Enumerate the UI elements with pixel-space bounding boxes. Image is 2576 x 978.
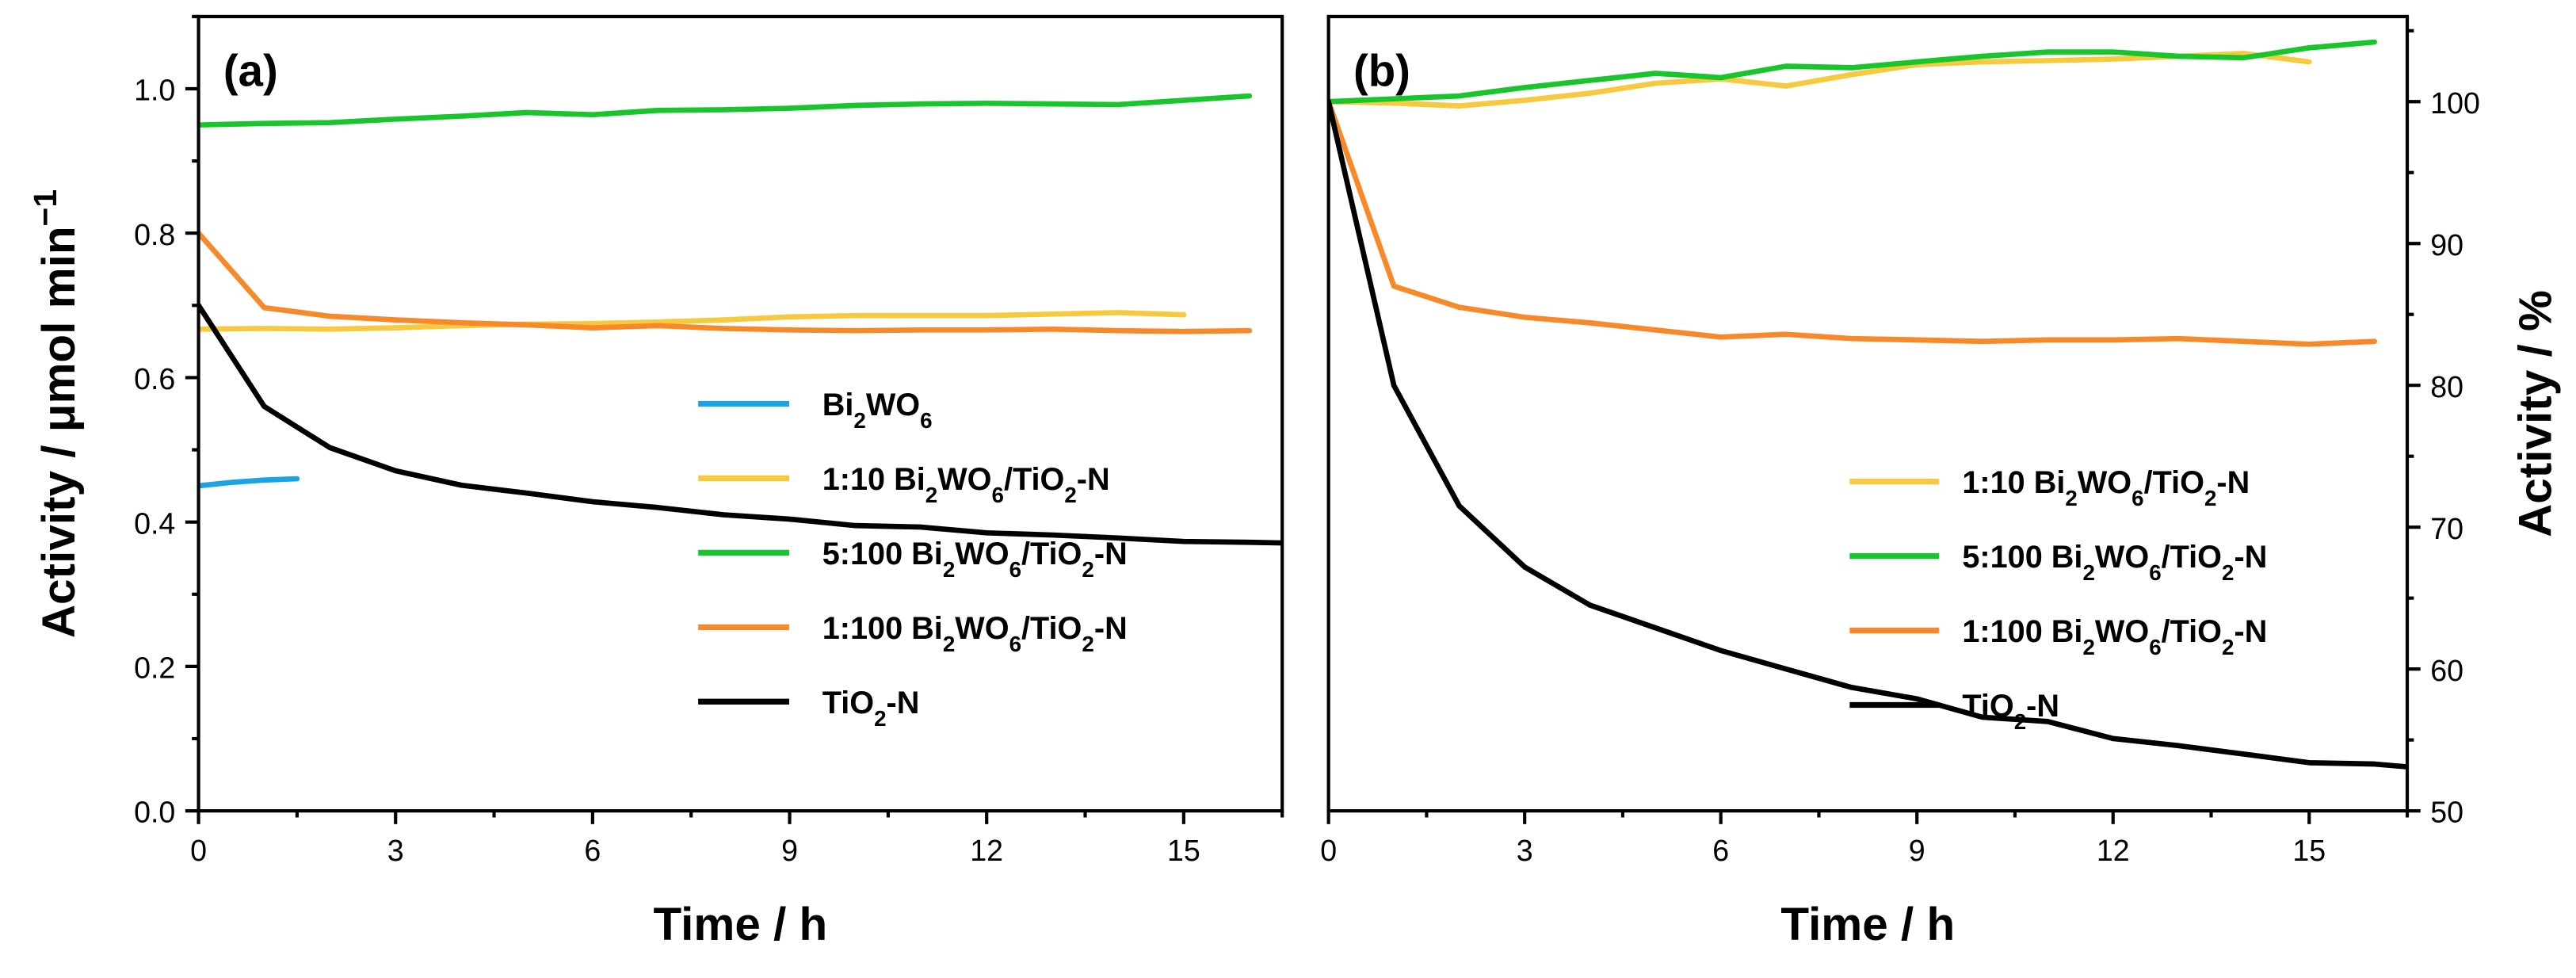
y-tick-label: 0.2 [134,651,175,685]
y-axis-title: Activity / μmol min−1 [27,189,85,638]
legend-label-1: 5:100 Bi2WO6/TiO2-N [1962,540,2267,585]
legend-label-1: 1:10 Bi2WO6/TiO2-N [822,462,1110,506]
y-tick-label: 0.4 [134,506,175,540]
x-tick-label: 3 [387,834,404,867]
legend: Bi2WO6 1:10 Bi2WO6/TiO2-N 5:100 Bi2WO6/TiO… [698,388,1128,730]
x-axis-title: Time / h [653,899,827,950]
x-tick-label: 9 [1909,834,1925,867]
series-line-0 [198,476,300,489]
x-tick-label: 6 [1712,834,1729,867]
panel-b: 0 3 6 9 12 15 50 60 70 80 90 100 Time / h Activity / … [1320,14,2562,950]
legend-label-0: Bi2WO6 [822,388,933,433]
legend: 1:10 Bi2WO6/TiO2-N 5:100 Bi2WO6/TiO2-N 1:1… [1849,465,2267,734]
series-line-3 [198,230,1253,334]
series-lines [198,93,1283,546]
series-line-2 [198,93,1253,128]
panel-label: (a) [223,46,278,96]
y-tick-label: 1.0 [134,74,175,107]
series-line-1 [1328,39,2378,105]
y-axis-title: Activity / % [2510,290,2562,537]
y-tick-label: 0.8 [134,218,175,251]
x-tick-label: 0 [190,834,207,867]
plot-frame [197,14,1284,813]
legend-label-3: TiO2-N [1962,689,2059,734]
y-tick-label: 0.0 [134,796,175,829]
legend-label-4: TiO2-N [822,686,920,731]
legend-label-3: 1:100 Bi2WO6/TiO2-N [822,611,1128,656]
series-line-1 [198,310,1187,332]
y-tick-label: 80 [2430,370,2463,403]
legend-label-2: 5:100 Bi2WO6/TiO2-N [822,537,1128,581]
legend-label-0: 1:10 Bi2WO6/TiO2-N [1962,465,2250,510]
series-line-3 [1328,98,2408,770]
y-tick-label: 50 [2430,796,2463,829]
legend-label-2: 1:100 Bi2WO6/TiO2-N [1962,614,2267,659]
y-tick-label: 60 [2430,654,2463,687]
y-tick-label: 100 [2430,86,2480,120]
series-line-2 [1328,98,2378,347]
x-tick-label: 15 [1167,834,1200,867]
x-tick-label: 12 [970,834,1003,867]
series-lines [1328,39,2408,770]
panel-a: 0 3 6 9 12 15 0.0 0.2 0.4 0.6 0.8 1.0 Time / h Activi… [27,14,1284,950]
x-axis-title: Time / h [1780,899,1955,950]
x-tick-label: 3 [1517,834,1533,867]
series-line-4 [198,302,1283,546]
x-tick-label: 15 [2292,834,2326,867]
y-tick-label: 70 [2430,512,2463,545]
series-line-0 [1328,51,2312,109]
y-tick-label: 0.6 [134,362,175,395]
plot-frame [1326,14,2410,813]
y-tick-label: 90 [2430,228,2463,262]
x-tick-label: 9 [781,834,798,867]
x-tick-label: 12 [2097,834,2130,867]
x-tick-label: 0 [1320,834,1337,867]
panel-label: (b) [1353,46,1410,96]
x-tick-label: 6 [584,834,601,867]
